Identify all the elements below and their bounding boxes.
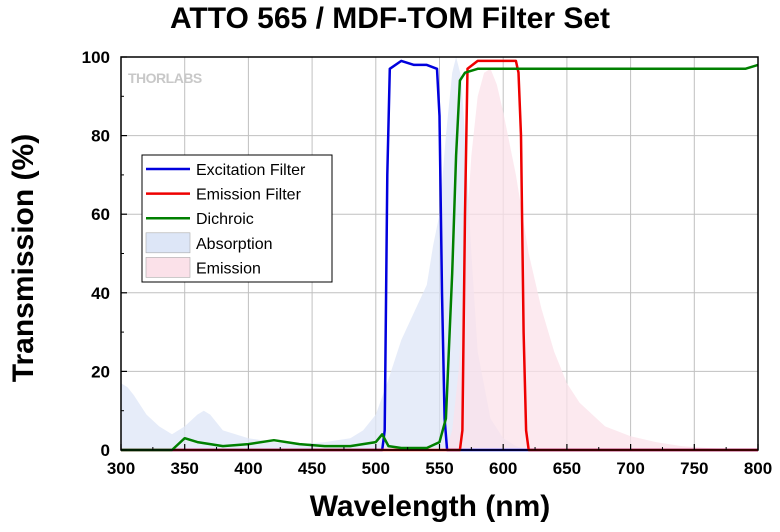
line-layer — [121, 59, 759, 452]
legend-swatch-absorption — [145, 232, 191, 254]
axis-layer: 300 350 400 450 500 550 600 650 700 750 800 0 20 40 60… — [82, 48, 773, 478]
y-tick-label: 100 — [82, 48, 110, 67]
y-axis-label: Transmission (%) — [7, 133, 40, 383]
series-dichroic-line — [121, 63, 759, 452]
series-emission-filter-line — [121, 59, 758, 452]
x-tick-label: 500 — [362, 459, 390, 478]
watermark: THORLABS — [128, 70, 202, 86]
legend-swatch-emission — [145, 257, 191, 278]
x-tick-label: 450 — [298, 459, 326, 478]
series-excitation-filter-line — [121, 59, 758, 452]
x-tick-label: 550 — [425, 459, 453, 478]
x-tick-label: 350 — [171, 459, 199, 478]
x-tick-label: 300 — [107, 459, 135, 478]
x-tick-label: 800 — [744, 459, 772, 478]
y-tick-label: 40 — [91, 284, 110, 303]
legend-label: Excitation Filter — [196, 162, 306, 179]
x-tick-label: 650 — [553, 459, 581, 478]
legend-label: Absorption — [196, 236, 273, 253]
x-axis-label: Wavelength (nm) — [309, 490, 551, 523]
y-tick-label: 60 — [91, 205, 110, 224]
series-absorption-area — [121, 57, 758, 450]
legend-label: Emission — [196, 260, 261, 277]
legend: Excitation Filter Emission Filter Dichroic… — [141, 154, 333, 283]
x-tick-label: 700 — [616, 459, 644, 478]
y-tick-label: 20 — [91, 362, 110, 381]
area-layer — [121, 57, 758, 451]
chart-title: ATTO 565 / MDF-TOM Filter Set — [169, 2, 611, 35]
y-tick-label: 80 — [91, 127, 110, 146]
x-tick-label: 750 — [680, 459, 708, 478]
legend-label: Dichroic — [196, 211, 254, 228]
x-tick-label: 600 — [489, 459, 517, 478]
y-tick-label: 0 — [101, 441, 110, 460]
x-tick-label: 400 — [234, 459, 262, 478]
legend-label: Emission Filter — [196, 187, 302, 204]
